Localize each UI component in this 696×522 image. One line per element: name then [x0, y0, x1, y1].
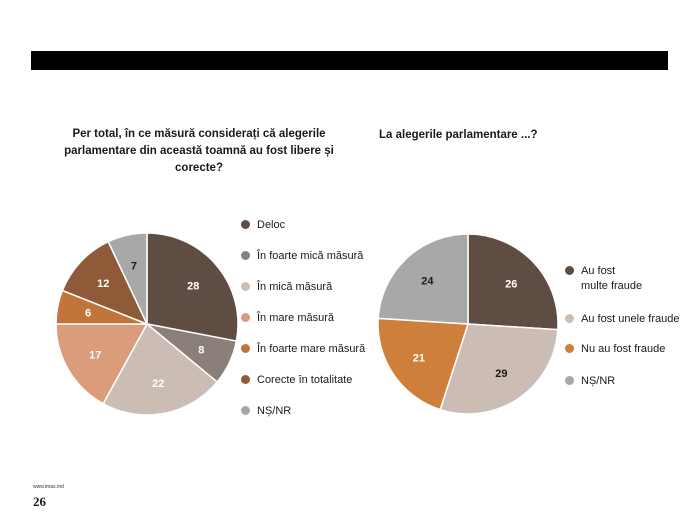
pie-slice: [377, 317, 470, 411]
slice-value-label: 26: [505, 278, 517, 290]
legend-item: NȘ/NR: [565, 374, 615, 389]
page-number: 26: [33, 494, 46, 509]
slice-value-label: 22: [152, 378, 164, 390]
legend-label: NȘ/NR: [581, 375, 616, 387]
legend-swatch: [241, 251, 250, 260]
legend-free-fair: Deloc În foarte mică măsură În mică măsură…: [241, 218, 371, 418]
chart-1-title: Per total, în ce măsură considerați că a…: [64, 128, 334, 174]
chart-2-title: La alegerile parlamentare ...?: [379, 129, 538, 141]
legend-swatch: [241, 344, 250, 353]
top-bar: [31, 51, 668, 70]
legend-item: În mare măsură: [241, 311, 334, 326]
pie-slice: [102, 322, 219, 416]
legend-item: În foarte mare măsură: [241, 342, 365, 357]
legend-label: În foarte mare măsură: [257, 343, 366, 355]
legend-swatch: [565, 314, 574, 323]
slice-value-label: 21: [413, 352, 425, 364]
legend-label: Au fost unele fraude: [581, 313, 680, 325]
slice-value-label: 28: [187, 281, 199, 293]
legend-swatch: [241, 220, 250, 229]
legend-label: Deloc: [257, 219, 286, 231]
legend-item: NȘ/NR: [241, 404, 291, 419]
legend-swatch: [241, 313, 250, 322]
slice-value-label: 6: [85, 308, 91, 320]
legend-label: În foarte mică măsură: [257, 250, 364, 262]
legend-item: Corecte în totalitate: [241, 373, 352, 388]
pie-slice: [146, 232, 239, 342]
legend-swatch: [241, 282, 250, 291]
legend-item: Nu au fost fraude: [565, 342, 665, 357]
pie-slice: [439, 323, 559, 415]
legend-frauds: Au fost multe fraude Au fost unele fraude…: [565, 264, 690, 394]
legend-swatch: [241, 406, 250, 415]
pie-chart-frauds: 26 29 21 24: [377, 233, 559, 415]
legend-label: Corecte în totalitate: [257, 374, 353, 386]
slice-value-label: 7: [131, 260, 137, 272]
legend-swatch: [565, 266, 574, 275]
pie-slice: [55, 323, 149, 405]
legend-swatch: [565, 376, 574, 385]
legend-label: În mică măsură: [257, 281, 333, 293]
slice-value-label: 24: [421, 276, 434, 288]
legend-item: În mică măsură: [241, 280, 332, 295]
legend-label: În mare măsură: [257, 312, 335, 324]
pie-slice: [467, 233, 559, 331]
legend-item: În foarte mică măsură: [241, 249, 363, 264]
pie-slice: [107, 232, 148, 325]
legend-label: Au fost multe fraude: [581, 265, 643, 292]
legend-swatch: [241, 375, 250, 384]
legend-swatch: [565, 344, 574, 353]
slice-value-label: 8: [198, 345, 204, 357]
slice-value-label: 17: [89, 350, 101, 362]
pie-slice: [377, 233, 469, 325]
legend-label: Nu au fost fraude: [581, 343, 666, 355]
legend-item: Deloc: [241, 218, 285, 233]
legend-item: Au fost multe fraude: [565, 264, 643, 294]
footer-site: www.imas.md: [33, 484, 64, 490]
slice-value-label: 12: [97, 278, 109, 290]
legend-label: NȘ/NR: [257, 405, 292, 417]
pie-chart-free-fair: 28 8 22 17 6 12 7: [55, 232, 239, 416]
legend-item: Au fost unele fraude: [565, 312, 679, 327]
pie-slice: [61, 240, 149, 326]
slice-value-label: 29: [495, 368, 507, 380]
